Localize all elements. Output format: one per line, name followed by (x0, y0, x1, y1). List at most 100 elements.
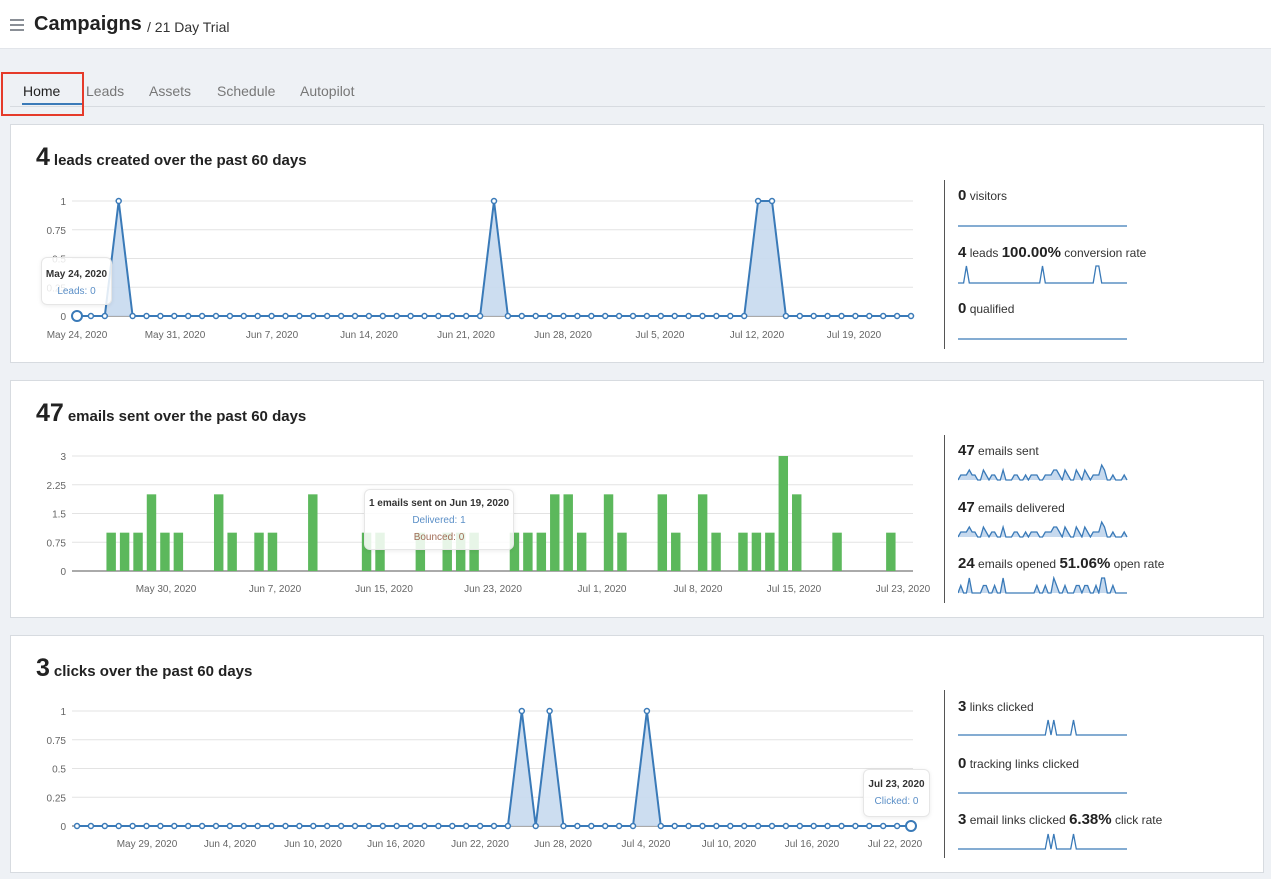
bar (711, 532, 721, 571)
data-point (462, 312, 470, 320)
page-subtitle: / 21 Day Trial (147, 19, 230, 35)
data-point (852, 312, 859, 320)
data-point (852, 822, 859, 830)
divider (944, 690, 945, 858)
data-point (685, 312, 692, 320)
x-tick-label: Jun 22, 2020 (451, 839, 509, 850)
visitors-sparkline (958, 225, 1127, 227)
data-point (240, 312, 248, 320)
data-point (810, 822, 817, 830)
y-tick-label: 1 (60, 707, 66, 718)
data-point (560, 822, 567, 830)
data-point (905, 820, 917, 832)
stat-value: 0 (958, 187, 967, 204)
sparkline-area (958, 578, 1127, 593)
data-point (713, 822, 720, 830)
stat-visitors: 0 visitors (958, 187, 1007, 204)
x-tick-label: May 24, 2020 (47, 330, 108, 341)
stat-label: visitors (969, 189, 1008, 203)
y-tick-label: 0.5 (52, 765, 66, 776)
data-point (212, 822, 220, 830)
data-point (838, 822, 845, 830)
data-point (462, 822, 470, 830)
stat-extra-value: 100.00% (1001, 244, 1061, 261)
bar (442, 532, 452, 571)
bar (792, 494, 802, 571)
sparkline-line (958, 719, 1127, 736)
data-point (782, 822, 790, 830)
data-point (171, 312, 178, 320)
leads-count: 4 (36, 143, 50, 171)
divider (944, 180, 945, 349)
stat-extra-label: open rate (1113, 557, 1165, 571)
x-tick-label: Jun 23, 2020 (464, 584, 522, 595)
data-point (727, 822, 734, 830)
data-point (588, 822, 595, 830)
emails-opened-sparkline (958, 576, 1127, 594)
clicks-chart[interactable]: 0 0.25 0.5 0.75 1 May 29, 2020 Jun 4, 2020 Jun … (11, 636, 941, 874)
bar (213, 494, 224, 571)
stat-label: qualified (969, 302, 1015, 316)
data-point (893, 312, 901, 320)
divider (944, 435, 945, 603)
bar (160, 532, 170, 571)
tab-home[interactable]: Home (23, 83, 61, 99)
y-tick-label: 0.75 (47, 736, 67, 747)
data-point (879, 822, 887, 830)
data-point (282, 312, 289, 320)
data-point (699, 822, 706, 830)
x-tick-label: Jul 10, 2020 (702, 839, 757, 850)
data-point (866, 822, 873, 830)
bar (523, 532, 533, 571)
bar (106, 532, 116, 571)
stat-label: email links clicked (969, 813, 1066, 827)
data-point (351, 312, 359, 320)
data-point (268, 822, 275, 830)
data-point (754, 197, 762, 205)
clicks-tooltip: Jul 23, 2020 Clicked: 0 (863, 769, 930, 817)
hamburger-icon[interactable] (10, 19, 24, 31)
bar (119, 532, 130, 571)
data-point (337, 822, 345, 830)
data-point (504, 312, 512, 320)
bar (227, 532, 237, 571)
emails-delivered-sparkline (958, 520, 1128, 538)
bar (308, 494, 318, 571)
bar (254, 532, 264, 571)
y-tick-label: 0 (60, 567, 66, 578)
data-point (518, 312, 526, 320)
bar (617, 532, 627, 571)
emails-chart[interactable]: 0 0.75 1.5 2.25 3 May 30, 2020 Jun 7, 2020 Jun … (11, 381, 941, 619)
tab-schedule[interactable]: Schedule (217, 83, 276, 99)
data-point (879, 312, 887, 320)
bar (778, 456, 789, 571)
tab-bar: Home Leads Assets Schedule Autopilot (10, 76, 1265, 107)
bar (738, 532, 748, 571)
stat-label: emails opened (978, 557, 1057, 571)
data-point (101, 822, 109, 830)
bar (563, 494, 573, 571)
tab-leads[interactable]: Leads (86, 83, 125, 99)
y-tick-label: 1.5 (52, 510, 66, 521)
data-point (379, 822, 387, 830)
data-point (184, 822, 192, 830)
x-tick-label: Jun 7, 2020 (249, 584, 302, 595)
data-point (476, 822, 484, 830)
tracking-links-sparkline (958, 792, 1127, 794)
tab-autopilot[interactable]: Autopilot (300, 83, 355, 99)
y-tick-label: 1 (60, 197, 66, 208)
data-point (337, 312, 345, 320)
bar (267, 532, 278, 571)
stat-tracking-links: 0 tracking links clicked (958, 755, 1079, 772)
data-point (588, 312, 595, 320)
data-point (824, 822, 831, 830)
data-point (296, 822, 303, 830)
data-point (629, 822, 637, 830)
tab-assets[interactable]: Assets (149, 83, 192, 99)
data-point (87, 312, 95, 320)
data-point (574, 312, 581, 320)
data-point (532, 312, 539, 320)
bar (133, 532, 143, 571)
x-tick-label: Jun 10, 2020 (284, 839, 342, 850)
